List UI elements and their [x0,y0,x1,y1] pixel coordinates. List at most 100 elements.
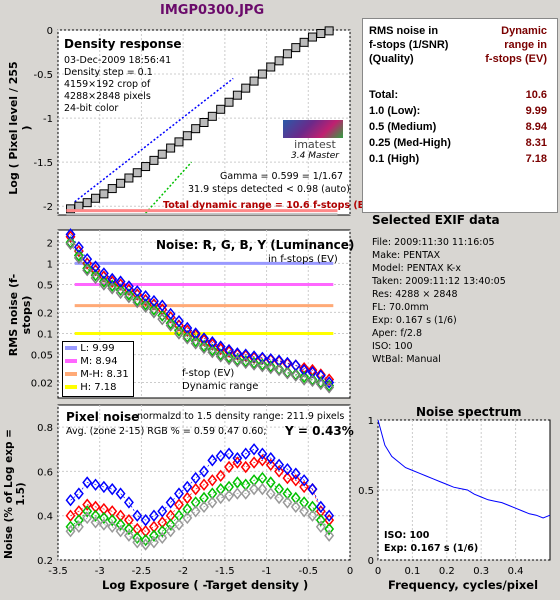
pixel-noise-ylabel: Noise (% of Log exp = 1.5) [3,429,27,559]
pixel-noise-point [73,520,84,533]
noise-point [240,349,251,363]
y-tick-label: -0.5 [33,70,53,81]
total-dr-text: Total dynamic range = 10.6 f-stops (EV) [163,200,376,211]
density-point [157,149,167,159]
pixel-noise-norm: normalzd to 1.5 density range: 211.9 pix… [137,411,345,422]
legend-value: 7.18 [94,382,117,393]
density-point [266,62,276,72]
pixel-noise-point [182,480,193,494]
noise-point [174,324,184,337]
noise-point [307,374,318,388]
pixel-noise-point [249,443,260,456]
pixel-noise-point [90,478,101,491]
x-tick-label: -1 [262,566,272,577]
noise-point [207,346,218,359]
legend-item: M: 8.94 [65,356,118,367]
density-point [224,97,234,107]
density-point [257,69,267,79]
y-tick-label: 0.5 [358,486,374,497]
pixel-noise-point [82,511,93,525]
pixel-noise-point [215,491,226,505]
pixel-noise-point [82,505,93,518]
pixel-noise-point [190,482,201,496]
pixel-noise-point [282,471,293,485]
noise-point [299,361,310,375]
table-row-value: 10.6 [525,89,547,101]
legend-label: M: [80,356,93,367]
pixel-noise-point [90,516,101,529]
pixel-noise-point [174,518,184,531]
noise-point [174,314,184,328]
density-point [199,118,209,127]
pixel-noise-point [165,525,176,538]
pixel-noise-point [324,522,335,536]
head-line: Dynamic [501,25,547,37]
pixel-noise-point [115,525,126,538]
info-line: 4159×192 crop of [64,79,151,90]
legend-swatch [65,346,77,350]
pixel-noise-point [207,496,218,509]
gamma-text: Gamma = 0.599 = 1/1.67 [220,171,344,182]
dr-note: Dynamic range [182,381,259,392]
noise-point [324,381,335,394]
noise-point [157,312,168,326]
table-row-value: 7.18 [525,153,547,165]
exif-line: FL: 70.0mm [372,302,429,313]
head-line: f-stops (EV) [485,53,547,65]
pixel-noise-point [98,511,109,525]
noise-point [140,300,151,314]
density-point [182,131,192,141]
table-row-label: 0.5 (Medium) [369,121,437,133]
pixel-noise-point [257,447,268,460]
density-point [141,162,151,172]
x-tick-label: -3 [95,566,105,577]
noise-point [240,355,251,368]
legend-label: M-H: [80,369,104,380]
pixel-noise-point [190,471,201,485]
y-tick-label: 0.02 [31,378,53,389]
file-title: IMGP0300.JPG [160,3,265,18]
pixel-noise-point [157,531,168,545]
pixel-noise-point [299,505,310,518]
y-tick-label: 0.5 [37,281,53,292]
imatest-logo: imatest 3.4 Master [283,120,347,161]
table-row-value: 9.99 [525,105,547,117]
table-row-value: 8.94 [525,121,547,133]
legend-swatch [65,359,77,363]
noise-point [315,377,326,391]
table-row-value: 8.31 [525,137,547,149]
noise-legend: L: 9.99 M: 8.94 M-H: 8.31 H: 7.18 [62,341,134,397]
exif-line: Make: PENTAX [372,250,441,261]
noise-point [257,360,268,373]
exif-title: Selected EXIF data [372,213,500,227]
density-point [132,168,142,178]
pixel-noise-point [232,487,243,500]
pixel-noise-point [123,522,134,536]
y-tick-label: 0.05 [31,351,53,362]
noise-point [315,369,326,382]
logo-text: imatest [294,138,336,151]
noise-point [98,275,109,288]
noise-point [207,343,218,357]
pixel-noise-avg: Avg. (zone 2-15) RGB % = 0.59 0.47 0.60; [66,426,267,437]
noise-point [115,283,126,297]
spectrum-title: Noise spectrum [416,405,522,419]
noise-point [257,351,268,364]
x-tick-label: 0.4 [508,566,524,577]
density-point [124,173,134,183]
pixel-noise-point [274,458,285,471]
y-tick-label: 0.6 [37,467,53,478]
linear-fit-line [145,161,193,214]
info-line: 24-bit color [64,103,119,114]
pixel-noise-point [140,513,151,527]
pixel-noise-point [115,487,126,500]
pixel-noise-point [299,474,310,487]
noise-point [232,353,243,367]
density-point [316,29,326,39]
spectrum-line [377,419,551,519]
pixel-noise-point [132,509,143,522]
pixel-noise-point [82,498,93,511]
noise-ylabel: RMS noise (f-stops) [7,273,33,357]
pixel-noise-point [73,513,84,527]
y-tick-label: 0 [368,556,374,567]
